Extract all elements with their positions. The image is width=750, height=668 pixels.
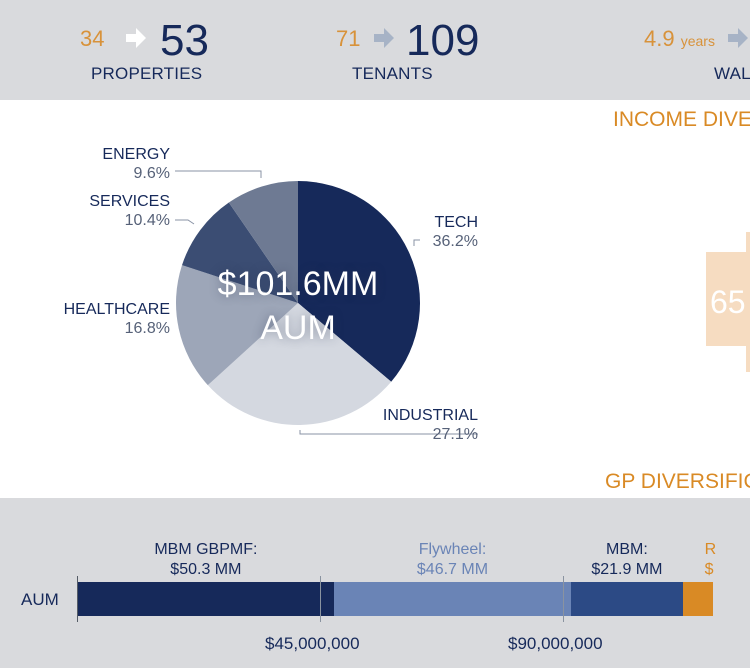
tenants-label: TENANTS [352, 64, 433, 83]
tenants-before: 71 [336, 26, 361, 51]
x-axis-tick [320, 576, 321, 622]
pie-label-services: SERVICES 10.4% [72, 192, 170, 230]
slice-name: ENERGY [102, 146, 170, 163]
slice-percent: 16.8% [124, 320, 170, 337]
bar-segment-0 [78, 582, 334, 616]
segment-name: Flywheel: [418, 541, 487, 558]
arrow-right-icon [126, 28, 146, 48]
pie-center-label: $101.6MM AUM [178, 262, 418, 350]
wal-before: 4.9 years [644, 26, 715, 51]
bar-segment-label: R $ [705, 540, 717, 580]
segment-value: $46.7 MM [416, 561, 489, 578]
segment-name: R [704, 541, 717, 558]
pie-label-healthcare: HEALTHCARE 16.8% [40, 300, 170, 338]
bar-segment-label: MBM GBPMF: $50.3 MM [126, 540, 286, 580]
gp-diversification-title: GP DIVERSIFIC [605, 470, 750, 493]
arrow-right-icon [374, 28, 394, 48]
pie-slice-services [182, 202, 298, 303]
bar-segment-2 [571, 582, 683, 616]
pie-label-energy: ENERGY 9.6% [88, 145, 170, 183]
x-axis-tick-label: $90,000,000 [508, 634, 603, 653]
slice-name: HEALTHCARE [63, 301, 170, 318]
segment-value: $ [704, 561, 714, 578]
wal-label: WAL [714, 64, 750, 83]
industrial-leader-line [299, 430, 478, 435]
properties-label: PROPERTIES [91, 64, 203, 83]
slice-percent: 10.4% [124, 212, 170, 229]
arrow-right-icon [728, 28, 748, 48]
slice-name: TECH [434, 214, 478, 231]
stat-properties: 34 53 PROPERTIES [80, 8, 250, 98]
bar-category-label: AUM [21, 590, 59, 609]
pie-slice-tech [298, 181, 420, 382]
income-value-card [706, 252, 750, 346]
tech-leader-line [413, 239, 420, 246]
pie-label-tech: TECH 36.2% [400, 213, 478, 251]
segment-name: MBM GBPMF: [154, 541, 258, 558]
pie-slice-industrial [207, 303, 392, 425]
slice-percent: 27.1% [432, 426, 478, 443]
segment-value: $50.3 MM [170, 561, 242, 578]
energy-leader-line [175, 170, 262, 178]
y-axis-line [77, 576, 78, 622]
x-axis-tick [563, 576, 564, 622]
slice-percent: 9.6% [133, 165, 170, 182]
bar-segment-3 [682, 582, 714, 616]
aum-caption: AUM [260, 309, 336, 347]
slice-name: SERVICES [89, 193, 170, 210]
x-axis-tick-label: $45,000,000 [265, 634, 360, 653]
properties-before: 34 [80, 26, 105, 51]
pie-slice-healthcare [176, 265, 298, 386]
bar-segment-label: Flywheel: $46.7 MM [372, 540, 532, 580]
income-diversification-title: INCOME DIVE [613, 108, 750, 131]
tenants-after: 109 [406, 16, 480, 65]
slice-name: INDUSTRIAL [382, 407, 478, 424]
pie-label-industrial: INDUSTRIAL 27.1% [360, 406, 478, 444]
stats-bar: 34 53 PROPERTIES 71 109 TENANTS 4.9 year… [0, 0, 750, 100]
properties-after: 53 [160, 16, 209, 65]
stat-tenants: 71 109 TENANTS [336, 8, 516, 98]
segment-name: MBM: [606, 541, 648, 558]
slice-percent: 36.2% [432, 233, 478, 250]
bar-segment-label: MBM: $21.9 MM [547, 540, 707, 580]
stat-wal: 4.9 years WAL [644, 8, 750, 98]
bar-segment-1 [333, 582, 572, 616]
pie-slice-energy [228, 180, 298, 303]
services-leader-line [175, 219, 195, 225]
segment-value: $21.9 MM [591, 561, 663, 578]
income-value-text: 65 [710, 284, 746, 320]
aum-total: $101.6MM [217, 265, 379, 303]
